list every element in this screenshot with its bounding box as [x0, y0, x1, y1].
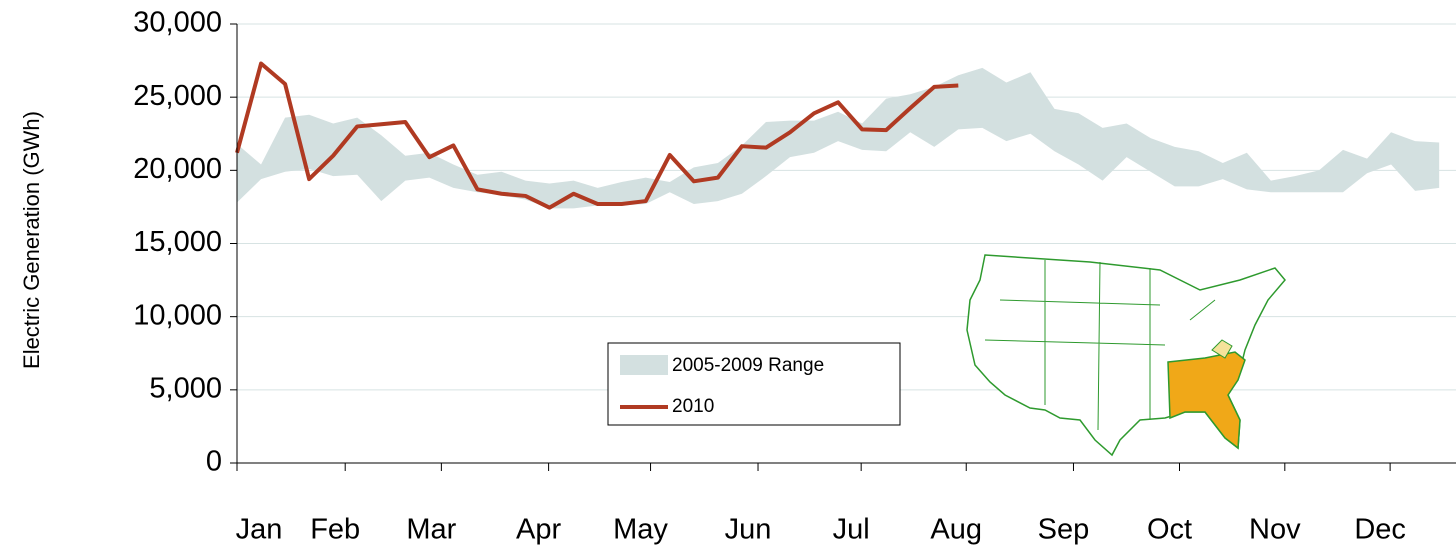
us-map [966, 254, 1286, 457]
map-region-light [1211, 339, 1233, 359]
x-tick-label: Mar [406, 514, 456, 546]
y-tick-label: 20,000 [133, 153, 222, 185]
x-tick-label: Oct [1147, 514, 1192, 546]
x-tick-label: Jan [236, 514, 283, 546]
x-tick-label: Feb [310, 514, 360, 546]
y-axis-title: Electric Generation (GWh) [19, 111, 44, 369]
y-tick-label: 25,000 [133, 80, 222, 112]
y-tick-label: 15,000 [133, 226, 222, 258]
x-tick-label: Dec [1354, 514, 1406, 546]
line-2010 [235, 61, 959, 210]
y-tick-label: 10,000 [133, 299, 222, 331]
x-tick-label: Jun [725, 514, 772, 546]
range-band [237, 67, 1440, 209]
x-tick-label: Jul [833, 514, 870, 546]
y-tick-label: 30,000 [133, 7, 222, 39]
map-borders [984, 260, 1216, 431]
x-tick-label: Sep [1038, 514, 1090, 546]
x-tick-label: May [613, 514, 668, 546]
legend-swatch [620, 355, 668, 375]
legend-label: 2010 [672, 396, 714, 417]
legend-box [607, 342, 901, 426]
x-tick-label: Apr [516, 514, 561, 546]
map-region [1167, 351, 1246, 450]
x-tick-label: Aug [930, 514, 982, 546]
x-tick-label: Nov [1249, 514, 1301, 546]
legend-label: 2005-2009 Range [672, 355, 824, 376]
y-tick-label: 5,000 [149, 372, 222, 404]
y-tick-label: 0 [206, 446, 222, 478]
legend: 2005-2009 Range 2010 [607, 342, 901, 426]
